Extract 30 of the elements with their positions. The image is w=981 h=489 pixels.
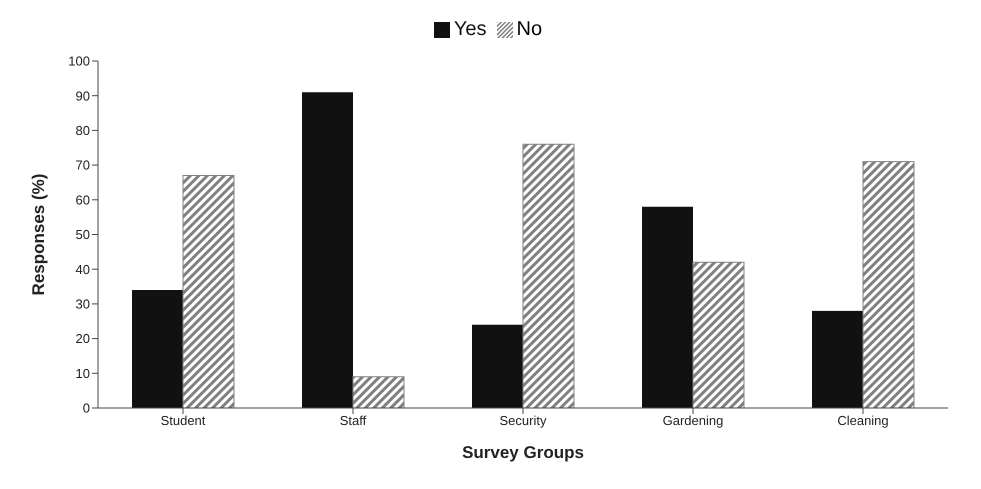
x-axis-title: Survey Groups (462, 443, 584, 462)
bar (692, 262, 744, 408)
bar (522, 144, 574, 408)
bar (132, 290, 183, 408)
bar (182, 175, 234, 408)
y-axis-title: Responses (%) (29, 174, 48, 296)
x-tick-label: Gardening (662, 413, 724, 428)
bar (642, 206, 693, 408)
y-tick-label: 0 (82, 400, 90, 416)
y-tick-label: 40 (76, 262, 90, 277)
x-tick-label: Student (160, 413, 206, 428)
bar (352, 376, 404, 408)
y-tick-label: 30 (76, 296, 90, 312)
y-tick-label: 90 (76, 88, 90, 104)
bar (862, 161, 914, 408)
x-tick-label: Security (500, 413, 547, 428)
legend-label: Yes (454, 18, 487, 40)
x-tick-label: Cleaning (837, 413, 889, 428)
x-tick-label: Staff (340, 413, 367, 428)
legend-label: No (516, 18, 542, 40)
y-tick-label: 50 (76, 227, 90, 242)
bar (472, 324, 523, 408)
y-tick-label: 10 (76, 366, 90, 381)
y-tick-label: 80 (76, 123, 90, 138)
y-tick-label: 100 (68, 54, 90, 69)
bar (812, 310, 863, 408)
bar (302, 92, 353, 408)
y-tick-label: 20 (76, 331, 90, 346)
y-tick-label: 70 (76, 158, 90, 173)
y-tick-label: 60 (76, 192, 90, 208)
